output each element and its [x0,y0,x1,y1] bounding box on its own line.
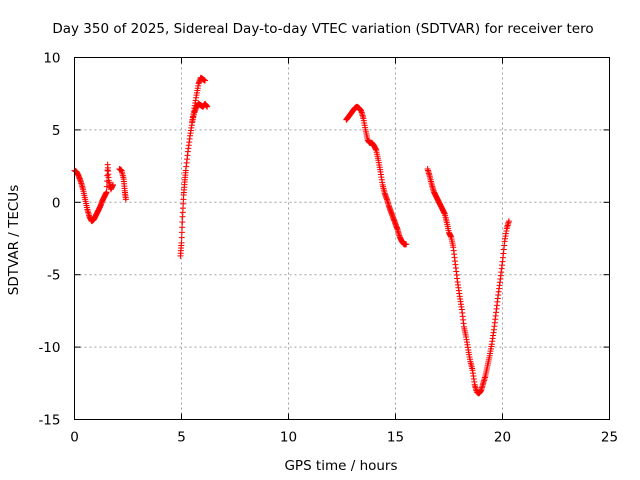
data-point [403,241,410,248]
x-tick-label: 10 [280,430,297,446]
x-tick-label: 0 [70,430,79,446]
data-point [179,224,186,231]
x-tick-label: 15 [387,430,404,446]
data-point [103,189,110,196]
y-tick-label: 0 [52,195,61,211]
data-point [178,239,185,246]
grid [74,57,610,420]
data-point [204,103,211,110]
y-tick-label: 5 [52,123,61,139]
y-tick-label: -10 [38,340,60,356]
data-point [505,218,512,225]
x-tick-label: 5 [177,430,186,446]
chart-title: Day 350 of 2025, Sidereal Day-to-day VTE… [52,21,593,37]
x-axis-label: GPS time / hours [284,458,397,474]
x-tick-label: 20 [494,430,511,446]
y-tick-label: -15 [38,413,60,429]
tick-labels: 0 5 10 15 20 25 10 5 0 -5 -10 -15 [38,51,618,446]
data-point [202,77,209,84]
data-point [178,234,185,241]
y-tick-label: 10 [43,51,60,67]
plot-frame [74,57,610,420]
axis-ticks [74,57,610,420]
y-tick-label: -5 [47,268,60,284]
data-point [178,229,185,236]
data-point [110,181,117,188]
data-point [103,183,110,190]
data-point [122,196,129,203]
data-point [179,218,186,225]
x-tick-label: 25 [601,430,618,446]
data-points [71,74,512,397]
y-axis-label: SDTVAR / TECUs [6,185,22,295]
